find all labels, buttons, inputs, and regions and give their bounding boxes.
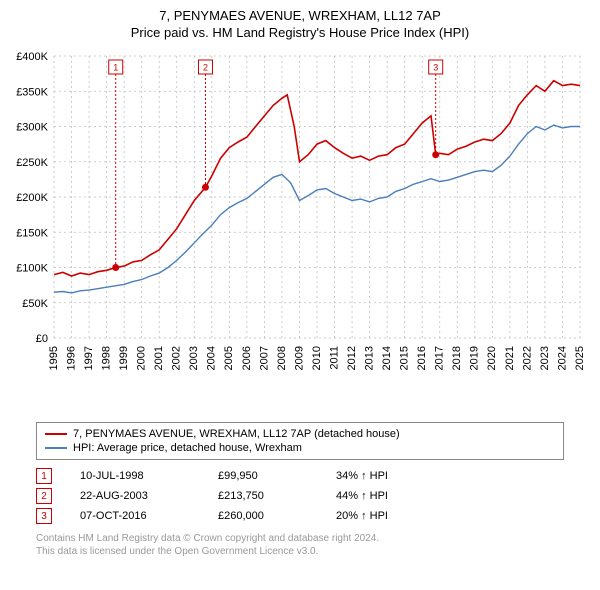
svg-text:1996: 1996 bbox=[65, 346, 77, 370]
svg-text:2022: 2022 bbox=[521, 346, 533, 370]
svg-text:2000: 2000 bbox=[136, 346, 148, 370]
svg-text:2013: 2013 bbox=[364, 346, 376, 370]
event-date: 22-AUG-2003 bbox=[80, 490, 190, 502]
svg-text:2003: 2003 bbox=[188, 346, 200, 370]
svg-text:2010: 2010 bbox=[311, 346, 323, 370]
event-delta: 20% ↑ HPI bbox=[336, 510, 388, 522]
svg-text:2023: 2023 bbox=[539, 346, 551, 370]
svg-text:2016: 2016 bbox=[416, 346, 428, 370]
event-marker: 3 bbox=[36, 508, 52, 524]
svg-text:2007: 2007 bbox=[258, 346, 270, 370]
legend-swatch bbox=[45, 447, 67, 449]
svg-text:£150K: £150K bbox=[16, 227, 48, 239]
footer-line-2: This data is licensed under the Open Gov… bbox=[36, 545, 564, 558]
legend: 7, PENYMAES AVENUE, WREXHAM, LL12 7AP (d… bbox=[36, 422, 564, 460]
legend-item: 7, PENYMAES AVENUE, WREXHAM, LL12 7AP (d… bbox=[45, 427, 555, 441]
svg-text:2001: 2001 bbox=[153, 346, 165, 370]
footer-attribution: Contains HM Land Registry data © Crown c… bbox=[36, 532, 564, 558]
legend-item: HPI: Average price, detached house, Wrex… bbox=[45, 441, 555, 455]
chart-plot: £0 £50K £100K £150K £200K £250K £300K £350K £400… bbox=[6, 46, 594, 416]
svg-text:2025: 2025 bbox=[574, 346, 586, 370]
event-price: £99,950 bbox=[218, 470, 308, 482]
event-date: 07-OCT-2016 bbox=[80, 510, 190, 522]
svg-text:2018: 2018 bbox=[451, 346, 463, 370]
svg-text:2017: 2017 bbox=[434, 346, 446, 370]
svg-text:2006: 2006 bbox=[241, 346, 253, 370]
chart-svg: £0 £50K £100K £150K £200K £250K £300K £350K £400… bbox=[6, 46, 594, 416]
event-price: £213,750 bbox=[218, 490, 308, 502]
chart-subtitle: Price paid vs. HM Land Registry's House … bbox=[6, 25, 594, 40]
svg-text:2012: 2012 bbox=[346, 346, 358, 370]
svg-text:2015: 2015 bbox=[399, 346, 411, 370]
svg-text:1998: 1998 bbox=[101, 346, 113, 370]
svg-text:£250K: £250K bbox=[16, 157, 48, 169]
svg-text:2009: 2009 bbox=[293, 346, 305, 370]
svg-text:1997: 1997 bbox=[83, 346, 95, 370]
svg-text:£300K: £300K bbox=[16, 122, 48, 134]
event-price: £260,000 bbox=[218, 510, 308, 522]
event-row: 1 10-JUL-1998 £99,950 34% ↑ HPI bbox=[36, 466, 564, 486]
svg-text:2004: 2004 bbox=[206, 346, 218, 370]
events-table: 1 10-JUL-1998 £99,950 34% ↑ HPI 2 22-AUG-2003… bbox=[36, 466, 564, 526]
svg-text:2008: 2008 bbox=[276, 346, 288, 370]
event-delta: 44% ↑ HPI bbox=[336, 490, 388, 502]
legend-swatch bbox=[45, 433, 67, 435]
legend-label: 7, PENYMAES AVENUE, WREXHAM, LL12 7AP (d… bbox=[73, 428, 400, 440]
event-row: 3 07-OCT-2016 £260,000 20% ↑ HPI bbox=[36, 506, 564, 526]
svg-text:£0: £0 bbox=[36, 333, 48, 345]
svg-text:2002: 2002 bbox=[171, 346, 183, 370]
footer-line-1: Contains HM Land Registry data © Crown c… bbox=[36, 532, 564, 545]
svg-text:2020: 2020 bbox=[486, 346, 498, 370]
svg-text:£100K: £100K bbox=[16, 263, 48, 275]
svg-text:1995: 1995 bbox=[48, 346, 60, 370]
svg-text:2019: 2019 bbox=[469, 346, 481, 370]
event-date: 10-JUL-1998 bbox=[80, 470, 190, 482]
svg-text:2014: 2014 bbox=[381, 346, 393, 370]
svg-text:£350K: £350K bbox=[16, 86, 48, 98]
event-row: 2 22-AUG-2003 £213,750 44% ↑ HPI bbox=[36, 486, 564, 506]
svg-text:2024: 2024 bbox=[556, 346, 568, 370]
svg-text:2: 2 bbox=[203, 62, 208, 72]
chart-container: { "title": "7, PENYMAES AVENUE, WREXHAM,… bbox=[0, 0, 600, 566]
event-marker: 2 bbox=[36, 488, 52, 504]
svg-text:£50K: £50K bbox=[22, 298, 48, 310]
svg-text:£400K: £400K bbox=[16, 51, 48, 63]
svg-text:£200K: £200K bbox=[16, 192, 48, 204]
svg-text:2021: 2021 bbox=[504, 346, 516, 370]
svg-text:3: 3 bbox=[433, 62, 438, 72]
chart-title: 7, PENYMAES AVENUE, WREXHAM, LL12 7AP bbox=[6, 8, 594, 23]
svg-text:2011: 2011 bbox=[328, 346, 340, 370]
svg-text:1999: 1999 bbox=[118, 346, 130, 370]
legend-label: HPI: Average price, detached house, Wrex… bbox=[73, 442, 302, 454]
event-delta: 34% ↑ HPI bbox=[336, 470, 388, 482]
event-marker: 1 bbox=[36, 468, 52, 484]
svg-text:2005: 2005 bbox=[223, 346, 235, 370]
svg-text:1: 1 bbox=[113, 62, 118, 72]
